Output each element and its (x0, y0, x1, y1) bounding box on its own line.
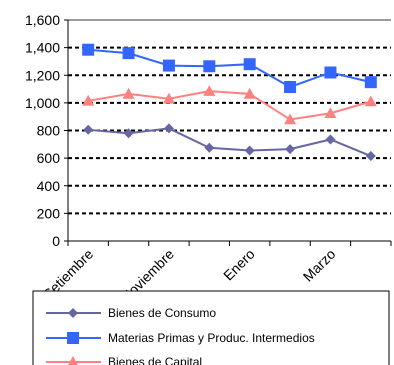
data-point (324, 66, 337, 79)
legend-item: Bienes de Consumo (46, 306, 216, 320)
y-tick-label: 1,400 (25, 40, 60, 56)
x-tick-label: Enero (220, 246, 258, 284)
data-point (364, 76, 377, 89)
legend-label: Bienes de Consumo (108, 306, 216, 320)
legend-item: Materias Primas y Produc. Intermedios (46, 331, 315, 345)
data-point (365, 151, 376, 162)
legend-box (32, 290, 390, 365)
series-1 (83, 123, 376, 162)
y-tick-label: 0 (52, 233, 60, 249)
data-point (364, 95, 377, 107)
data-point (122, 87, 135, 99)
y-axis-ticks: 0 200 400 600 800 1,000 1,200 1,400 1,600 (25, 12, 68, 249)
series-3 (82, 85, 377, 125)
data-point (123, 128, 134, 139)
data-point (162, 59, 175, 72)
grid-lines (68, 19, 391, 215)
data-point (82, 43, 95, 56)
data-point (284, 80, 297, 93)
y-tick-label: 200 (37, 205, 61, 221)
data-point (162, 92, 175, 104)
data-point (82, 94, 95, 106)
data-point (163, 123, 174, 134)
x-tick-label: Marzo (300, 246, 339, 285)
y-tick-label: 1,600 (25, 12, 60, 28)
legend-label: Bienes de Capital (108, 355, 202, 365)
data-point (67, 332, 79, 344)
series-line (88, 127, 372, 157)
data-point (203, 85, 216, 96)
series-group (82, 43, 377, 162)
data-point (243, 87, 256, 99)
y-tick-label: 1,200 (25, 67, 60, 83)
data-point (284, 113, 297, 125)
data-point (122, 47, 135, 60)
data-point (244, 145, 255, 156)
data-point (68, 308, 78, 318)
series-2 (82, 43, 377, 93)
data-point (203, 60, 216, 73)
y-tick-label: 1,000 (25, 95, 60, 111)
series-line (88, 48, 372, 89)
data-point (324, 107, 337, 119)
data-point (83, 124, 94, 135)
series-line (88, 90, 372, 121)
y-tick-label: 600 (37, 150, 61, 166)
legend: Bienes de Consumo Materias Primas y Produ… (32, 290, 390, 365)
data-point (67, 356, 79, 365)
data-point (204, 142, 215, 153)
data-point (285, 144, 296, 155)
y-tick-label: 400 (37, 178, 61, 194)
data-point (325, 134, 336, 145)
y-tick-label: 800 (37, 123, 61, 139)
data-point (243, 58, 256, 71)
legend-label: Materias Primas y Produc. Intermedios (108, 331, 315, 345)
legend-item: Bienes de Capital (46, 355, 202, 365)
